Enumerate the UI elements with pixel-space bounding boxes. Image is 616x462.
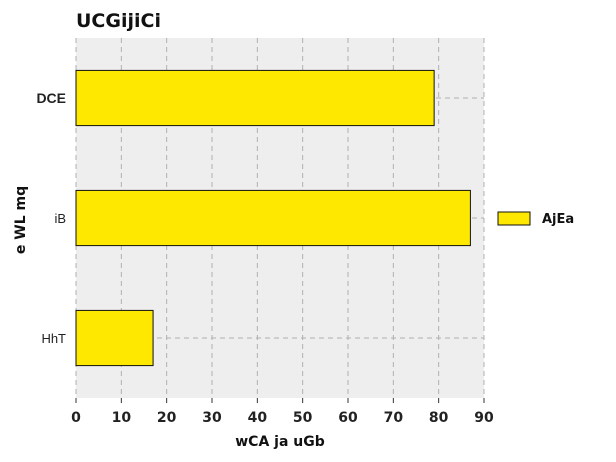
y-axis-label: e WL mq	[13, 186, 29, 254]
x-tick-label: 60	[338, 410, 358, 426]
y-tick-layer: DCE iB HhT	[36, 90, 66, 346]
legend: AjEa	[497, 211, 574, 227]
x-tick-label: 40	[248, 410, 268, 426]
x-tick-label: 0	[71, 410, 81, 426]
chart-title: UCGijiCi	[76, 10, 161, 32]
y-tick-label: DCE	[36, 90, 66, 106]
x-tick-label: 70	[384, 410, 404, 426]
x-tick-label: 80	[429, 410, 449, 426]
bar	[75, 309, 154, 367]
legend-swatch	[497, 211, 531, 226]
x-tick-label: 10	[112, 410, 132, 426]
bar-layer	[75, 69, 471, 367]
y-tick-label: iB	[54, 211, 66, 226]
x-axis-label: wCA ja uGb	[235, 434, 325, 450]
bar	[75, 189, 471, 247]
legend-label: AjEa	[542, 212, 574, 227]
x-tick-label: 50	[293, 410, 313, 426]
x-tick-layer: 0 10 20 30 40 50 60 70 80 90	[71, 398, 494, 426]
bar	[75, 69, 435, 127]
x-tick-label: 30	[202, 410, 222, 426]
x-tick-label: 90	[474, 410, 494, 426]
x-tick-label: 20	[157, 410, 177, 426]
y-tick-label: HhT	[41, 331, 66, 346]
